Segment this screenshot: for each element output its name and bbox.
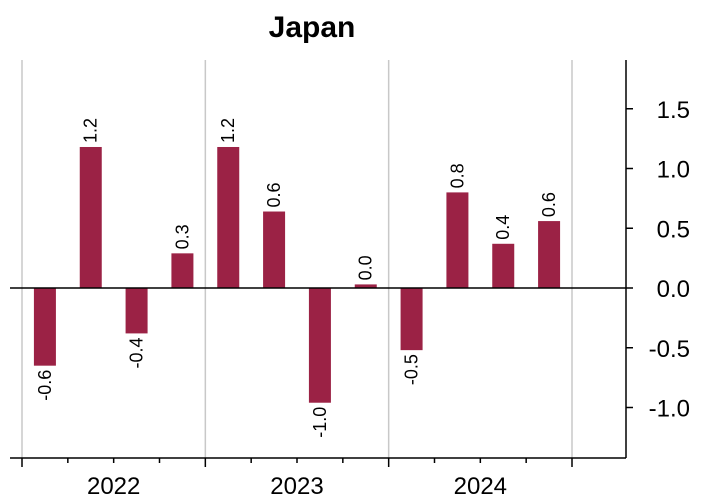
- y-tick-label: 0.5: [657, 216, 690, 243]
- data-label: -0.5: [402, 354, 422, 385]
- x-tick-label: 2024: [454, 473, 507, 499]
- bar: [171, 253, 194, 288]
- data-label: 0.6: [264, 182, 284, 207]
- bar: [492, 243, 515, 288]
- axes-layer: [10, 60, 633, 467]
- grid-layer: [21, 60, 573, 458]
- y-tick-label: -0.5: [649, 336, 690, 363]
- bar: [79, 146, 102, 288]
- data-label: -0.4: [127, 337, 147, 368]
- x-tick-label: 2022: [87, 473, 140, 499]
- chart-title: Japan: [269, 11, 356, 44]
- y-tick-label: 0.0: [657, 276, 690, 303]
- data-label: 1.2: [218, 118, 238, 143]
- data-label: -1.0: [310, 407, 330, 438]
- labels-layer: -1.0 -0.5 0.0 0.5 1.0 1.5 2022 2023 2024 -0.6 1.2 -…: [35, 97, 690, 499]
- y-tick-label: 1.5: [657, 97, 690, 124]
- x-tick-label: 2023: [270, 473, 323, 499]
- y-tick-label: 1.0: [657, 157, 690, 184]
- data-label: 0.6: [539, 192, 559, 217]
- bar: [263, 211, 286, 288]
- bar: [217, 146, 240, 288]
- data-label: 0.8: [447, 163, 467, 188]
- bar: [354, 284, 377, 288]
- bar: [538, 221, 561, 288]
- bar: [446, 192, 469, 288]
- data-label: 0.3: [172, 224, 192, 249]
- bar: [308, 288, 331, 403]
- bar: [400, 288, 423, 351]
- bar: [125, 288, 148, 334]
- data-label: -0.6: [35, 370, 55, 401]
- bars-layer: [33, 146, 561, 403]
- data-label: 0.0: [356, 255, 376, 280]
- bar: [33, 288, 56, 366]
- data-label: 1.2: [81, 118, 101, 143]
- y-tick-label: -1.0: [649, 396, 690, 423]
- data-label: 0.4: [493, 215, 513, 240]
